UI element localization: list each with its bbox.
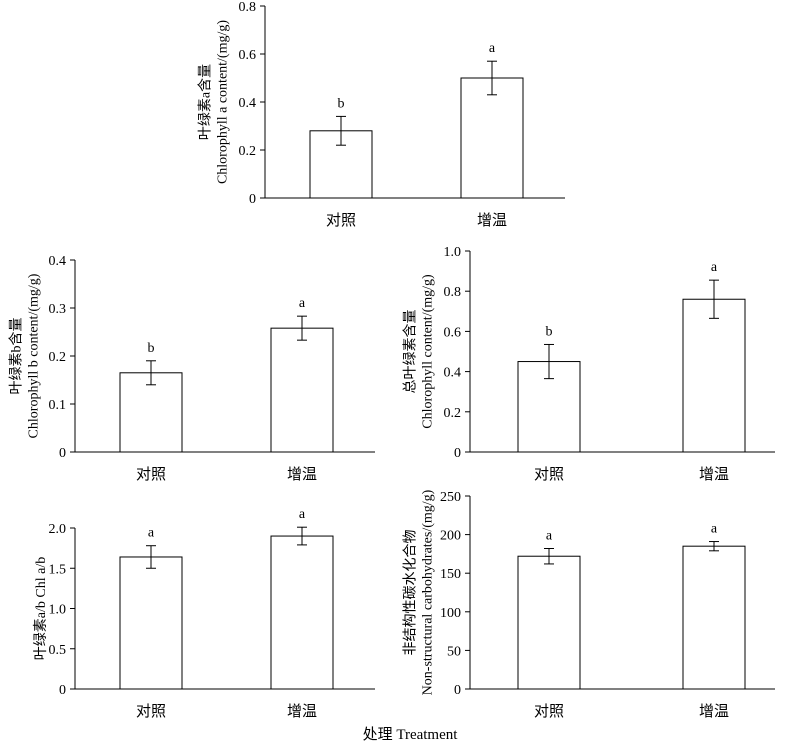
y-axis-title-line: Chlorophyll a content/(mg/g) [216, 20, 231, 184]
y-tick-label: 0.4 [49, 254, 67, 269]
y-tick-label: 100 [440, 606, 461, 621]
y-tick-label: 1.0 [444, 245, 462, 260]
y-tick-label: 250 [440, 490, 461, 505]
y-tick-label: 0.2 [239, 144, 257, 159]
category-label: 对照 [534, 466, 564, 483]
y-tick-label: 2.0 [49, 522, 67, 537]
y-axis-title-line: 叶绿素a/b Chl a/b [33, 557, 49, 660]
bar [517, 555, 581, 690]
category-label: 增温 [287, 703, 317, 720]
category-label: 增温 [699, 466, 729, 483]
y-tick-label: 150 [440, 567, 461, 582]
bar [119, 372, 183, 453]
y-axis-title-line: Chlorophyll content/(mg/g) [421, 274, 436, 429]
y-tick-label: 1.5 [49, 562, 67, 577]
bar [682, 545, 746, 690]
y-tick-label: 0.2 [49, 350, 67, 365]
y-tick-label: 50 [447, 644, 461, 659]
significance-label: a [148, 526, 155, 541]
significance-label: a [711, 522, 718, 537]
y-axis-title-line: 叶绿素b含量 [9, 318, 25, 395]
bar [682, 298, 746, 453]
figure-x-axis-title: 处理 Treatment [363, 726, 459, 743]
y-axis-title-line: 非结构性碳水化合物 [403, 530, 419, 656]
category-label: 增温 [699, 703, 729, 720]
chart-total-chlorophyll: 0 0.2 0.4 0.6 0.8 1.0 b 对照 a 增温 总叶绿素含量 Chlorophyll … [403, 245, 775, 483]
y-axis-title: 叶绿素a含量 Chlorophyll a content/(mg/g) [198, 20, 231, 184]
y-axis-title: 叶绿素a/b Chl a/b [33, 557, 49, 660]
category-label: 对照 [136, 703, 166, 720]
significance-label: a [299, 507, 306, 522]
category-label: 对照 [136, 466, 166, 483]
y-axis-title-line: Non-structural carbohydrates/(mg/g) [421, 489, 436, 695]
significance-label: b [148, 341, 155, 356]
significance-label: a [489, 41, 496, 56]
y-tick-label: 0.5 [49, 643, 67, 658]
y-tick-label: 0.4 [239, 96, 257, 111]
y-axis-title: 非结构性碳水化合物 Non-structural carbohydrates/(m… [403, 489, 436, 695]
y-tick-label: 0 [454, 446, 461, 461]
bar [270, 535, 334, 690]
significance-label: b [546, 324, 553, 339]
y-tick-label: 0.1 [49, 398, 67, 413]
y-tick-label: 0 [59, 683, 66, 698]
y-tick-label: 200 [440, 529, 461, 544]
category-label: 增温 [477, 212, 507, 229]
significance-label: a [546, 528, 553, 543]
y-axis-title-line: Chlorophyll b content/(mg/g) [27, 273, 42, 438]
bar [270, 327, 334, 453]
y-tick-label: 0.8 [444, 285, 462, 300]
chart-non-structural-carbohydrates: 0 50 100 150 200 250 a 对照 a 增温 非结构性碳水化合物 Non-struct… [403, 489, 775, 720]
y-tick-label: 0.8 [239, 0, 257, 15]
y-axis-title-line: 总叶绿素含量 [403, 310, 419, 394]
y-tick-label: 1.0 [49, 603, 67, 618]
category-label: 增温 [287, 466, 317, 483]
y-tick-label: 0.3 [49, 302, 67, 317]
significance-label: a [711, 260, 718, 275]
y-axis-title-line: 叶绿素a含量 [198, 64, 214, 140]
chart-chl-a-b-ratio: 0 0.5 1.0 1.5 2.0 a 对照 a 增温 叶绿素a/b Chl a/b [33, 507, 375, 720]
y-tick-label: 0 [249, 192, 256, 207]
category-label: 对照 [326, 212, 356, 229]
y-tick-label: 0.6 [239, 48, 257, 63]
y-tick-label: 0.2 [444, 406, 462, 421]
significance-label: b [338, 96, 345, 111]
y-tick-label: 0.4 [444, 366, 462, 381]
y-tick-label: 0 [59, 446, 66, 461]
chart-chlorophyll-a: 0 0.2 0.4 0.6 0.8 b 对照 a 增温 叶绿素a含量 Chlorophyll a c… [198, 0, 565, 229]
y-axis-title: 总叶绿素含量 Chlorophyll content/(mg/g) [403, 274, 436, 429]
bar [460, 77, 524, 199]
significance-label: a [299, 296, 306, 311]
chart-chlorophyll-b: 0 0.1 0.2 0.3 0.4 b 对照 a 增温 叶绿素b含量 Chlorophyll b c… [9, 254, 375, 483]
y-tick-label: 0 [454, 683, 461, 698]
y-tick-label: 0.6 [444, 325, 462, 340]
y-axis-title: 叶绿素b含量 Chlorophyll b content/(mg/g) [9, 273, 42, 438]
bar [119, 556, 183, 690]
category-label: 对照 [534, 703, 564, 720]
